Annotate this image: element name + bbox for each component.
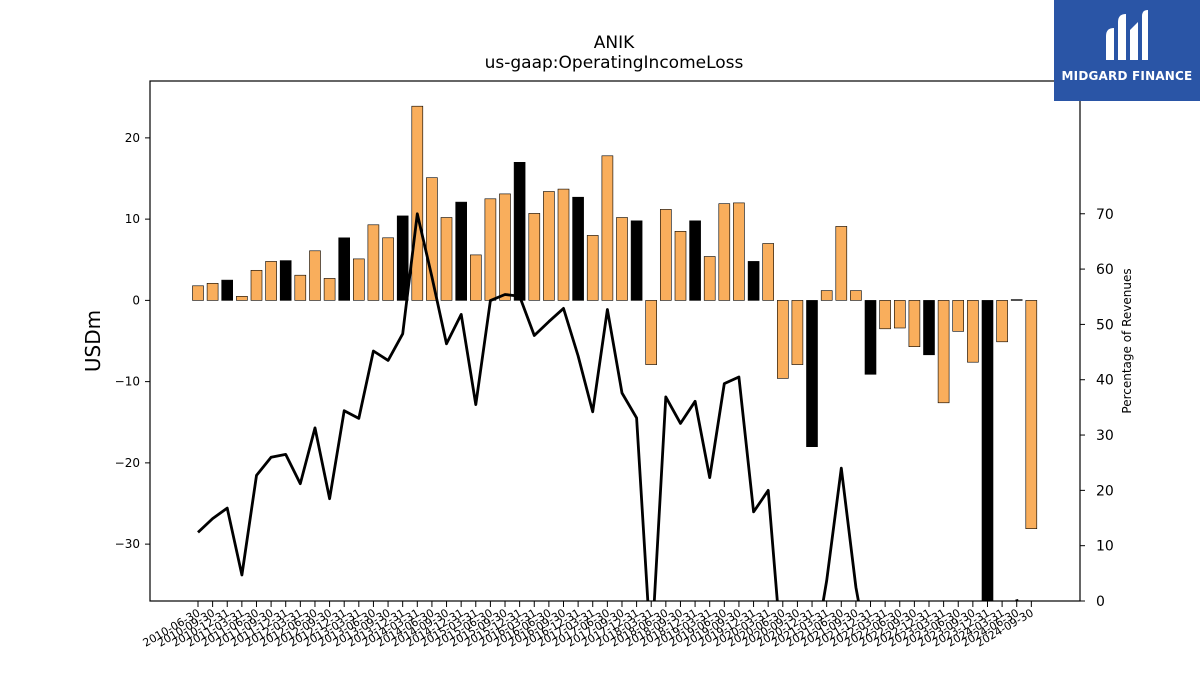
bar: [601, 155, 614, 301]
bar: [850, 290, 862, 301]
y-tick-label: −10: [115, 375, 140, 389]
bar: [543, 191, 555, 301]
bar: [893, 300, 906, 329]
bar: [513, 162, 526, 301]
y2-tick-label: 70: [1096, 207, 1114, 223]
bar: [192, 285, 204, 301]
bar: [689, 220, 701, 301]
y-tick-label: 0: [132, 293, 140, 307]
y2-tick-label: 30: [1096, 428, 1114, 444]
bar: [674, 231, 687, 301]
bar: [864, 300, 877, 375]
bar: [733, 202, 745, 301]
bar: [645, 300, 658, 365]
bar: [309, 250, 321, 301]
bar: [747, 261, 760, 301]
y2-axis-label: Percentage of Revenues: [1120, 268, 1134, 413]
y2-tick-label: 10: [1096, 539, 1114, 555]
bar: [279, 260, 292, 301]
bar: [1025, 300, 1038, 529]
bar: [396, 215, 409, 301]
bar: [338, 237, 351, 301]
plot-frame: [149, 80, 1081, 602]
bar: [352, 258, 365, 301]
chart-subtitle: us-gaap:OperatingIncomeLoss: [485, 53, 744, 73]
bar: [572, 196, 584, 301]
bar: [411, 105, 424, 301]
bar: [265, 261, 277, 301]
y-axis-label: USDm: [81, 310, 105, 372]
bar: [221, 279, 233, 301]
bar: [952, 300, 965, 332]
chart-title: ANIK: [594, 33, 635, 53]
bar: [557, 188, 570, 301]
y-tick-label: 10: [125, 212, 140, 226]
margin-line: [197, 212, 1019, 601]
bar: [323, 278, 336, 301]
bar: [528, 213, 541, 301]
bar: [499, 193, 511, 301]
bar: [806, 300, 818, 447]
bar: [981, 300, 994, 602]
y-tick-label: −30: [115, 537, 140, 551]
brand-logo: MIDGARD FINANCE: [1054, 0, 1200, 101]
bar: [469, 254, 482, 301]
bar: [776, 300, 789, 379]
bar: [1010, 299, 1023, 301]
bar: [586, 235, 599, 301]
y2-tick-label: 40: [1096, 373, 1114, 389]
bar: [440, 217, 453, 301]
bar: [250, 269, 263, 301]
bar: [791, 300, 804, 365]
bar: [718, 203, 731, 301]
midgard-logo-icon: [1106, 10, 1148, 60]
y2-tick-label: 60: [1096, 262, 1114, 278]
y2-tick-label: 50: [1096, 317, 1114, 333]
y2-tick-label: 20: [1096, 483, 1114, 499]
bar: [937, 300, 950, 404]
bar: [923, 300, 935, 356]
y-tick-label: −20: [115, 456, 140, 470]
bar: [206, 282, 219, 301]
y2-tick-label: 0: [1096, 594, 1105, 610]
bar: [820, 290, 833, 301]
bar: [879, 300, 891, 330]
bar: [426, 177, 438, 301]
bar: [762, 243, 775, 301]
bar: [616, 217, 628, 301]
bar: [484, 198, 497, 301]
bar: [294, 274, 307, 301]
y-tick-label: 20: [125, 131, 140, 145]
bar: [382, 237, 394, 301]
bar: [908, 300, 921, 347]
bar: [455, 201, 468, 301]
bar: [659, 209, 672, 301]
bar: [835, 226, 848, 301]
bar: [996, 300, 1008, 343]
brand-name: MIDGARD FINANCE: [1061, 69, 1193, 83]
bar: [703, 256, 716, 301]
bar: [630, 220, 643, 301]
bar: [967, 300, 979, 363]
bar: [236, 295, 248, 301]
bar: [367, 224, 380, 301]
